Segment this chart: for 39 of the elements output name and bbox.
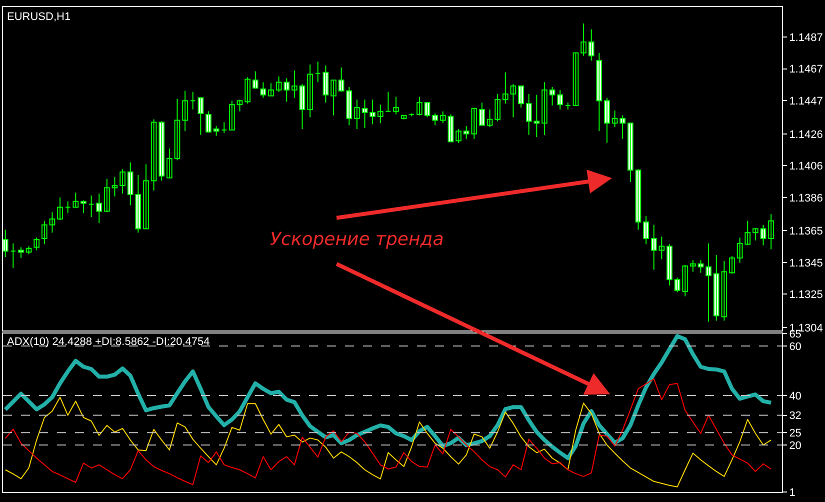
candlestick (564, 102, 571, 110)
candlestick (408, 112, 415, 117)
candlestick (385, 91, 392, 112)
y-tick-label: 1.1426 (789, 128, 823, 141)
candlestick (221, 122, 228, 134)
candlestick (88, 194, 94, 218)
line-series (4, 396, 772, 488)
candlestick (370, 99, 376, 125)
candlestick (64, 200, 71, 214)
candlestick (284, 78, 290, 102)
y-tick-label: 20 (789, 440, 802, 452)
line-series (4, 378, 772, 486)
y-tick-label: 32 (789, 410, 802, 422)
y-tick-label: 1.1345 (789, 257, 823, 270)
y-tick-label: 1.1406 (789, 160, 823, 173)
candlestick (572, 52, 579, 106)
y-tick-label: 1 (789, 486, 796, 499)
y-tick-label: 1.1365 (789, 226, 823, 238)
candlestick (10, 242, 16, 268)
y-tick-label: 1.1467 (789, 64, 823, 76)
y-tick-label: 25 (789, 427, 802, 440)
candlestick (314, 61, 321, 83)
candlestick (400, 114, 407, 120)
y-tick-label: 1.1386 (789, 192, 823, 204)
candlestick (268, 82, 274, 96)
y-tick-label: 1.1325 (789, 289, 823, 302)
y-tick-label: 60 (789, 340, 802, 353)
chart-title: EURUSD,H1 (7, 11, 71, 23)
y-tick-label: 1.1487 (789, 32, 823, 44)
candlestick (393, 96, 399, 115)
y-tick-label: 1.1447 (789, 95, 823, 108)
line-series (3, 334, 774, 460)
candlestick (18, 246, 24, 259)
annotation: Ускорение тренда (270, 229, 444, 250)
chart-title: ADX(10) 24.4288 +DI:8.5862 -DI:20.4754 (7, 336, 210, 348)
candlestick (190, 91, 196, 110)
candlestick (377, 104, 384, 124)
candlestick (80, 200, 86, 214)
y-tick-label: 40 (789, 390, 802, 402)
